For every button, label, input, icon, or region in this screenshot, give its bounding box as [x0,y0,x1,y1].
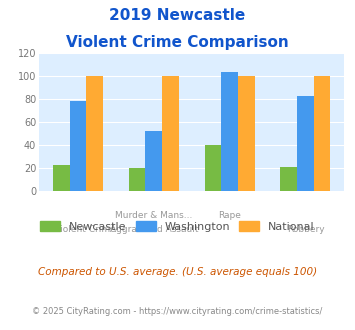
Bar [280,167,297,191]
Text: Aggravated Assault: Aggravated Assault [110,225,198,234]
Text: Robbery: Robbery [286,225,324,234]
Text: Compared to U.S. average. (U.S. average equals 100): Compared to U.S. average. (U.S. average … [38,267,317,277]
Text: Violent Crime Comparison: Violent Crime Comparison [66,35,289,50]
Text: 2019 Newcastle: 2019 Newcastle [109,8,246,23]
Bar [129,168,146,191]
Bar [238,76,255,191]
Text: © 2025 CityRating.com - https://www.cityrating.com/crime-statistics/: © 2025 CityRating.com - https://www.city… [32,307,323,316]
Text: All Violent Crime: All Violent Crime [40,225,116,234]
Bar [297,96,314,191]
Bar [221,73,238,191]
Bar [86,76,103,191]
Bar [162,76,179,191]
Text: Murder & Mans...: Murder & Mans... [115,211,192,220]
Bar [314,76,331,191]
Bar [70,101,86,191]
Bar [146,131,162,191]
Text: Rape: Rape [218,211,241,220]
Bar [53,165,70,191]
Legend: Newcastle, Washington, National: Newcastle, Washington, National [36,217,319,236]
Bar [204,145,221,191]
